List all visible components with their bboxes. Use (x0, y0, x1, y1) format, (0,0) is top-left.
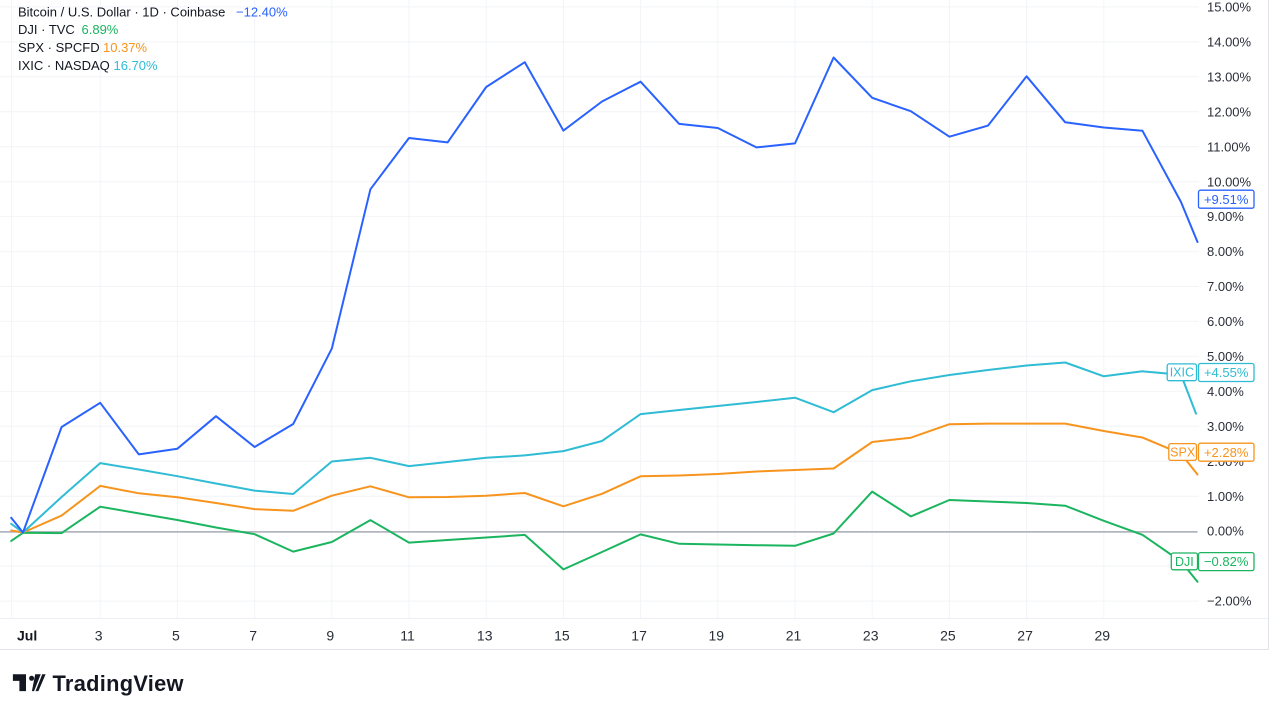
svg-text:4.00%: 4.00% (1207, 384, 1244, 399)
svg-text:9.00%: 9.00% (1207, 209, 1244, 224)
svg-text:Jul: Jul (17, 628, 37, 644)
svg-text:SPX: SPX (1170, 445, 1196, 459)
svg-text:7: 7 (249, 628, 257, 644)
svg-text:+9.51%: +9.51% (1204, 192, 1249, 207)
svg-text:11: 11 (400, 628, 415, 644)
svg-text:29: 29 (1095, 628, 1111, 644)
svg-text:SPX · SPCFD: SPX · SPCFD (18, 40, 100, 55)
svg-text:5.00%: 5.00% (1207, 349, 1244, 364)
svg-text:17: 17 (631, 628, 647, 644)
svg-text:13: 13 (477, 628, 493, 644)
svg-text:7.00%: 7.00% (1207, 279, 1244, 294)
svg-text:9: 9 (326, 628, 334, 644)
svg-text:10.37%: 10.37% (103, 40, 148, 55)
svg-text:15: 15 (554, 628, 570, 644)
svg-text:16.70%: 16.70% (114, 58, 159, 73)
svg-text:5: 5 (172, 628, 180, 644)
svg-text:−2.00%: −2.00% (1207, 594, 1252, 609)
svg-text:+2.28%: +2.28% (1204, 445, 1249, 460)
svg-text:3: 3 (95, 628, 103, 644)
svg-text:15.00%: 15.00% (1207, 0, 1252, 15)
svg-text:21: 21 (786, 628, 802, 644)
svg-text:−0.82%: −0.82% (1204, 554, 1249, 569)
svg-text:DJI: DJI (1175, 555, 1194, 569)
svg-text:19: 19 (709, 628, 725, 644)
svg-text:IXIC · NASDAQ: IXIC · NASDAQ (18, 58, 110, 73)
svg-text:3.00%: 3.00% (1207, 419, 1244, 434)
svg-text:6.00%: 6.00% (1207, 314, 1244, 329)
svg-text:DJI · TVC: DJI · TVC (18, 22, 75, 37)
svg-text:0.00%: 0.00% (1207, 524, 1244, 539)
svg-text:TradingView: TradingView (53, 671, 184, 696)
svg-text:1.00%: 1.00% (1207, 489, 1244, 504)
svg-text:8.00%: 8.00% (1207, 244, 1244, 259)
svg-text:14.00%: 14.00% (1207, 35, 1252, 50)
svg-text:−12.40%: −12.40% (236, 5, 288, 20)
svg-text:13.00%: 13.00% (1207, 69, 1252, 84)
svg-text:Bitcoin / U.S. Dollar · 1D · C: Bitcoin / U.S. Dollar · 1D · Coinbase (18, 5, 225, 20)
svg-text:+4.55%: +4.55% (1204, 365, 1249, 380)
svg-text:12.00%: 12.00% (1207, 104, 1252, 119)
svg-text:11.00%: 11.00% (1207, 139, 1251, 154)
svg-text:27: 27 (1017, 628, 1033, 644)
svg-text:IXIC: IXIC (1170, 366, 1194, 380)
svg-text:25: 25 (940, 628, 956, 644)
svg-text:23: 23 (863, 628, 879, 644)
svg-text:10.00%: 10.00% (1207, 174, 1252, 189)
svg-text:6.89%: 6.89% (82, 22, 119, 37)
